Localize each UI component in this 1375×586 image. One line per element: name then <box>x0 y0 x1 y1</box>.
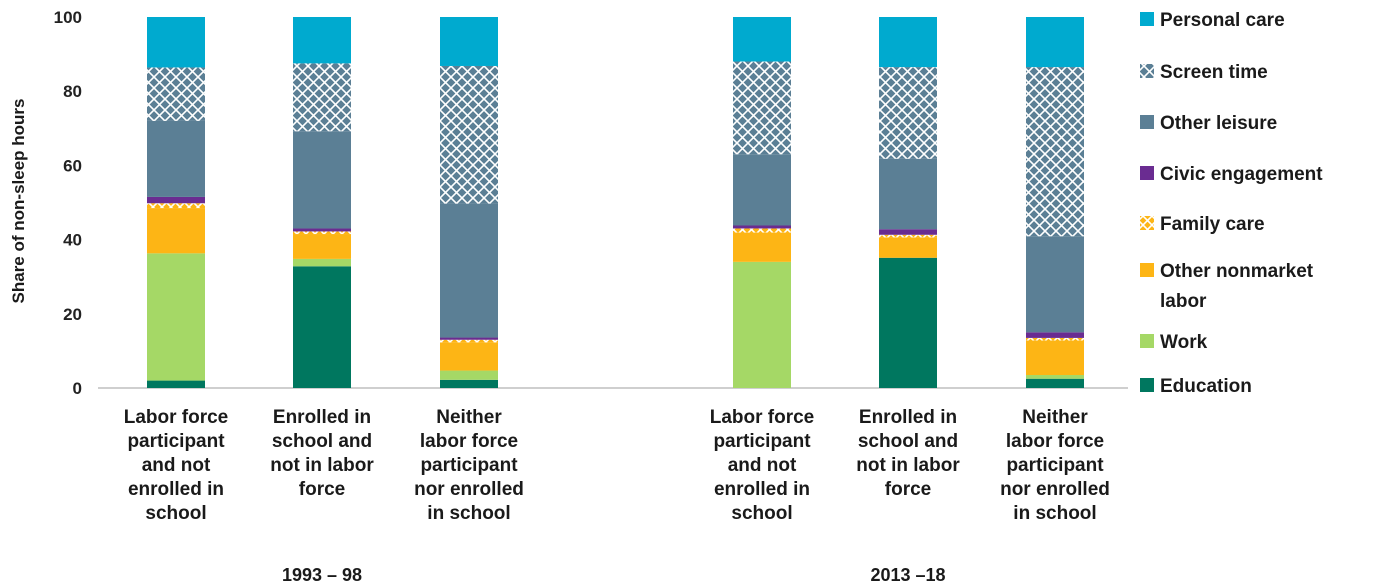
bar-segment-work <box>733 261 791 388</box>
bars <box>147 17 1084 388</box>
legend-swatch-other-nonmarket-labor <box>1140 263 1154 277</box>
legend-label-other-leisure: Other leisure <box>1160 113 1277 134</box>
bar-segment-other-nonmarket-labor <box>440 342 498 371</box>
x-group-label: 1993 – 98 <box>282 565 362 585</box>
bar-segment-other-nonmarket-labor <box>1026 340 1084 376</box>
bar-segment-work <box>1026 375 1084 379</box>
legend-swatch-civic-engagement <box>1140 166 1154 180</box>
bar-segment-civic-engagement <box>1026 332 1084 338</box>
bar-segment-screen-time <box>293 63 351 132</box>
bar-segment-other-leisure <box>879 158 937 230</box>
x-axis-category-labels: Labor force participant and not enrolled in… <box>124 407 1110 524</box>
bar-segment-screen-time <box>1026 67 1084 237</box>
bar-segment-family-care <box>1026 337 1084 341</box>
legend-swatch-work <box>1140 334 1154 348</box>
bar-segment-screen-time <box>440 65 498 204</box>
x-category-label: Enrolled in school and not in labor force <box>270 407 374 500</box>
x-axis-group-labels: 1993 – 98 2013 –18 <box>282 565 946 585</box>
legend-label-education: Education <box>1160 376 1252 397</box>
bar-segment-other-nonmarket-labor <box>879 237 937 258</box>
bar-segment-education <box>440 379 498 388</box>
bar-segment-personal-care <box>147 17 205 68</box>
bar-segment-personal-care <box>293 17 351 64</box>
bar-segment-other-nonmarket-labor <box>147 208 205 254</box>
legend-swatch-other-leisure <box>1140 115 1154 129</box>
bar-segment-education <box>1026 378 1084 388</box>
legend-swatch-education <box>1140 378 1154 392</box>
bar-segment-other-leisure <box>293 131 351 229</box>
bar-segment-work <box>440 370 498 380</box>
bar-segment-education <box>293 266 351 388</box>
x-category-label: Neither labor force participant nor enrolle… <box>414 407 524 524</box>
bar-segment-work <box>293 258 351 267</box>
bar-segment-other-leisure <box>440 203 498 338</box>
bar-segment-other-leisure <box>1026 236 1084 333</box>
y-tick-label: 80 <box>63 82 82 101</box>
legend-label-family-care: Family care <box>1160 214 1265 235</box>
x-group-label: 2013 –18 <box>870 565 945 585</box>
bar-segment-other-nonmarket-labor <box>293 234 351 259</box>
x-category-label: Labor force participant and not enrolled in… <box>124 407 229 524</box>
bar-segment-family-care <box>440 339 498 343</box>
bar-segment-education <box>879 257 937 388</box>
bar-segment-other-leisure <box>733 154 791 226</box>
legend-swatch-personal-care <box>1140 12 1154 26</box>
legend-label-personal-care: Personal care <box>1160 10 1285 31</box>
bar-segment-work <box>147 253 205 381</box>
bar-segment-personal-care <box>440 17 498 66</box>
legend-swatch-screen-time <box>1140 64 1154 78</box>
y-tick-label: 60 <box>63 156 82 175</box>
x-category-label: Neither labor force participant nor enrolle… <box>1000 407 1110 524</box>
bar-segment-civic-engagement <box>147 196 205 204</box>
bar-segment-civic-engagement <box>879 229 937 235</box>
y-tick-label: 20 <box>63 305 82 324</box>
legend-label-civic-engagement: Civic engagement <box>1160 164 1323 185</box>
legend-label-work: Work <box>1160 332 1208 353</box>
y-axis-ticks: 0 20 40 60 80 100 <box>54 8 82 398</box>
bar-segment-personal-care <box>733 17 791 62</box>
bar-segment-family-care <box>879 234 937 238</box>
bar-segment-family-care <box>293 231 351 235</box>
y-tick-label: 0 <box>73 379 82 398</box>
bar-segment-other-nonmarket-labor <box>733 232 791 262</box>
legend-label-screen-time: Screen time <box>1160 62 1268 83</box>
bar-segment-family-care <box>147 203 205 209</box>
bar-segment-other-leisure <box>147 120 205 197</box>
bar-segment-civic-engagement <box>440 337 498 340</box>
x-category-label: Enrolled in school and not in labor force <box>856 407 960 500</box>
bar-segment-civic-engagement <box>733 225 791 229</box>
legend-swatch-family-care <box>1140 216 1154 230</box>
y-tick-label: 40 <box>63 231 82 250</box>
bar-segment-education <box>147 380 205 388</box>
bar-segment-personal-care <box>879 17 937 68</box>
legend-label-other-nonmarket-labor: Other nonmarket labor <box>1160 261 1314 312</box>
bar-segment-screen-time <box>879 67 937 159</box>
bar-segment-screen-time <box>147 67 205 121</box>
bar-segment-screen-time <box>733 61 791 155</box>
bar-segment-civic-engagement <box>293 228 351 232</box>
legend: Personal care Screen time Other leisure Civ… <box>1140 10 1323 397</box>
x-category-label: Labor force participant and not enrolled in… <box>710 407 815 524</box>
bar-segment-personal-care <box>1026 17 1084 68</box>
y-axis-label: Share of non-sleep hours <box>9 99 28 304</box>
bar-segment-family-care <box>733 228 791 233</box>
y-tick-label: 100 <box>54 8 82 27</box>
